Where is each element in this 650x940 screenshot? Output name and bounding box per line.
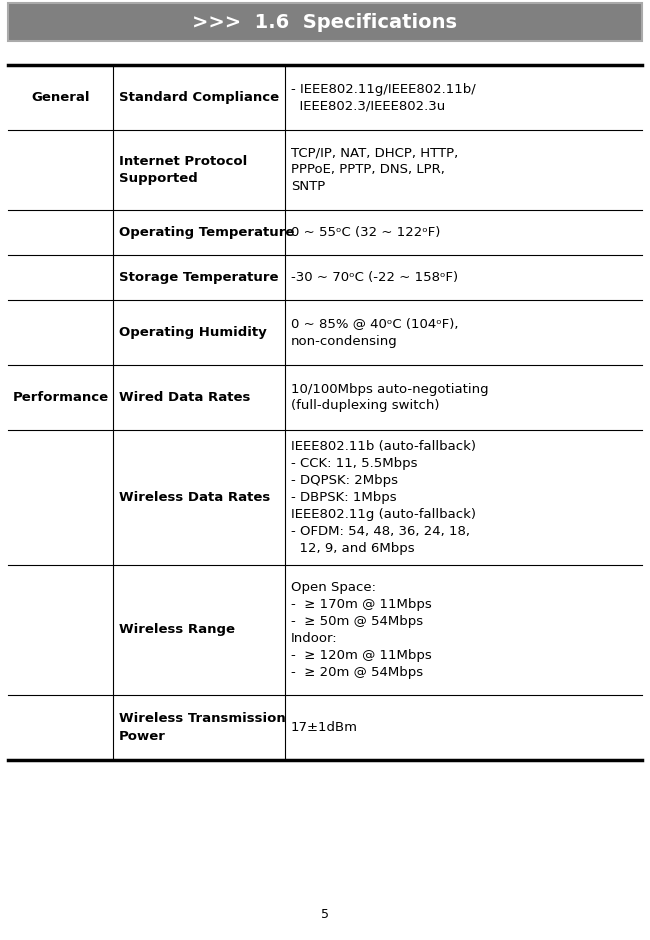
Text: 10/100Mbps auto-negotiating
(full-duplexing switch): 10/100Mbps auto-negotiating (full-duplex… xyxy=(291,383,489,413)
Text: 17±1dBm: 17±1dBm xyxy=(291,721,358,734)
Text: -30 ~ 70ᵒC (-22 ~ 158ᵒF): -30 ~ 70ᵒC (-22 ~ 158ᵒF) xyxy=(291,271,458,284)
Text: TCP/IP, NAT, DHCP, HTTP,
PPPoE, PPTP, DNS, LPR,
SNTP: TCP/IP, NAT, DHCP, HTTP, PPPoE, PPTP, DN… xyxy=(291,147,458,194)
Text: Storage Temperature: Storage Temperature xyxy=(119,271,278,284)
Text: 0 ~ 55ᵒC (32 ~ 122ᵒF): 0 ~ 55ᵒC (32 ~ 122ᵒF) xyxy=(291,226,441,239)
Text: Wired Data Rates: Wired Data Rates xyxy=(119,391,250,404)
Text: Wireless Data Rates: Wireless Data Rates xyxy=(119,491,270,504)
Text: Standard Compliance: Standard Compliance xyxy=(119,91,279,104)
Text: 5: 5 xyxy=(321,908,329,921)
Text: Performance: Performance xyxy=(12,391,109,404)
Text: Wireless Transmission
Power: Wireless Transmission Power xyxy=(119,713,286,743)
Text: Open Space:
-  ≥ 170m @ 11Mbps
-  ≥ 50m @ 54Mbps
Indoor:
-  ≥ 120m @ 11Mbps
-  ≥: Open Space: - ≥ 170m @ 11Mbps - ≥ 50m @ … xyxy=(291,581,432,679)
Text: Operating Temperature: Operating Temperature xyxy=(119,226,294,239)
Bar xyxy=(8,3,642,41)
Text: Operating Humidity: Operating Humidity xyxy=(119,326,266,339)
Text: Internet Protocol
Supported: Internet Protocol Supported xyxy=(119,155,247,185)
Text: IEEE802.11b (auto-fallback)
- CCK: 11, 5.5Mbps
- DQPSK: 2Mbps
- DBPSK: 1Mbps
IEE: IEEE802.11b (auto-fallback) - CCK: 11, 5… xyxy=(291,440,476,555)
Text: - IEEE802.11g/IEEE802.11b/
  IEEE802.3/IEEE802.3u: - IEEE802.11g/IEEE802.11b/ IEEE802.3/IEE… xyxy=(291,83,476,113)
Text: 0 ~ 85% @ 40ᵒC (104ᵒF),
non-condensing: 0 ~ 85% @ 40ᵒC (104ᵒF), non-condensing xyxy=(291,318,458,348)
Text: Wireless Range: Wireless Range xyxy=(119,623,235,636)
Text: General: General xyxy=(31,91,90,104)
Text: >>>  1.6  Specifications: >>> 1.6 Specifications xyxy=(192,12,458,32)
